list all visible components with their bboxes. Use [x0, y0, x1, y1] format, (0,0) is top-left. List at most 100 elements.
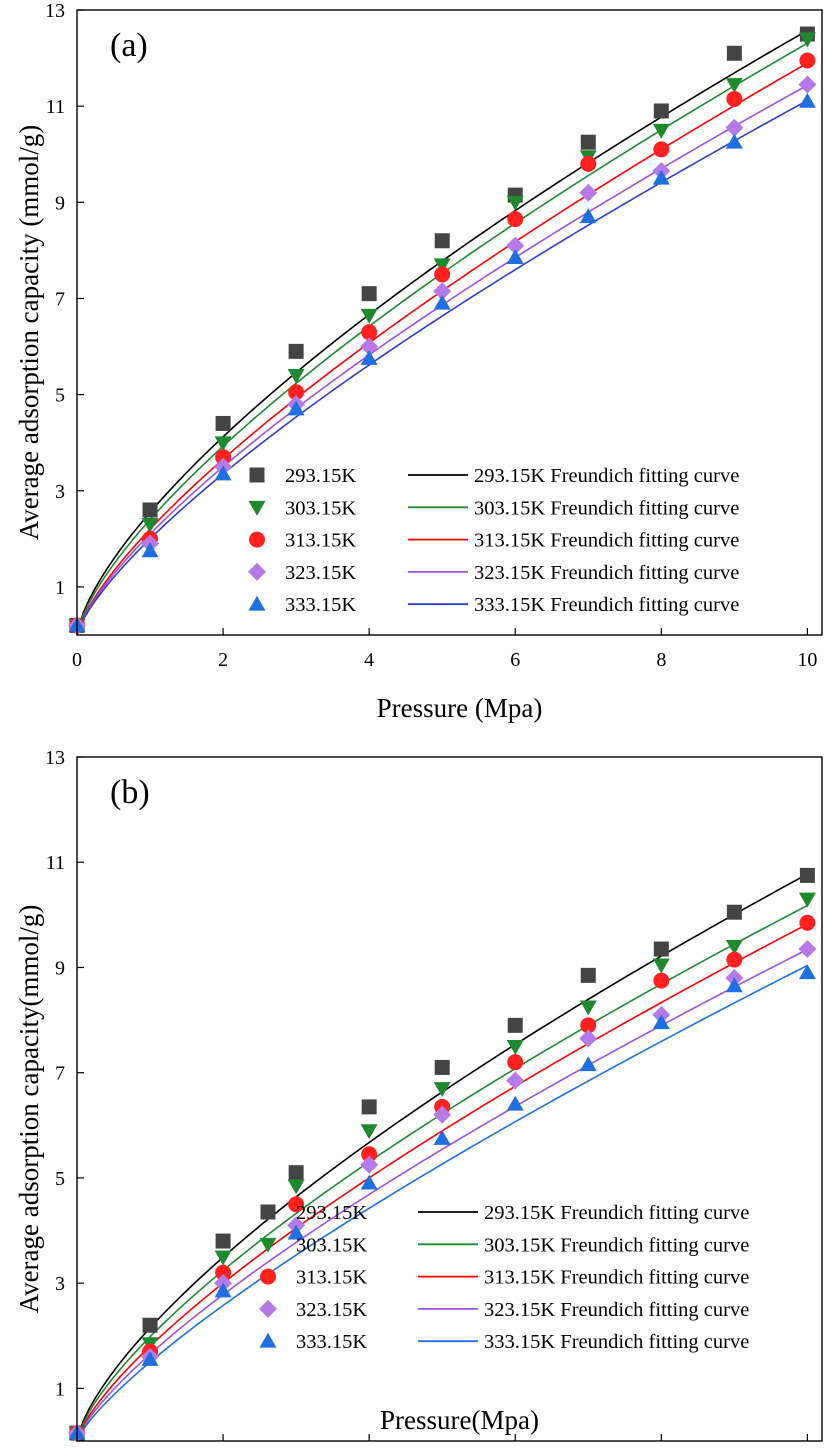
panel-b-fit-curve-0: [76, 873, 808, 1442]
panel-b-legend-marker-3: [259, 1299, 277, 1318]
panel-a-point-3-10: [798, 75, 817, 94]
panel-a-y-axis-title: Average adsorption capacity (mmol/g): [14, 125, 44, 541]
panel-a-x-tick-label: 6: [510, 649, 520, 671]
panel-a-point-2-5: [434, 266, 451, 283]
panel-b-point-1-7: [579, 1000, 597, 1016]
panel-b-y-axis-title: Average adsorption capacity(mmol/g): [14, 905, 44, 1314]
panel-b-point-2-4: [361, 1146, 378, 1163]
panel-b-point-3-5: [433, 1105, 452, 1124]
panel-b-fit-curve-3: [76, 948, 808, 1442]
panel-b-point-0-8: [653, 941, 669, 957]
panel-b-legend-label-3: 323.15K: [296, 1299, 367, 1321]
panel-b-y-tick-label: 3: [55, 1273, 65, 1295]
panel-a-x-axis-title: Pressure (Mpa): [377, 693, 543, 723]
panel-a-point-4-8: [652, 169, 670, 185]
panel-b-point-1-3: [287, 1179, 305, 1195]
panel-b-point-3-10: [798, 940, 817, 959]
panel-a-legend: 293.15K 293.15K Freundich fitting curve 30…: [248, 465, 739, 616]
panel-b-point-1-8: [652, 958, 670, 974]
panel-a-x-tick-label: 4: [364, 649, 374, 671]
panel-a-legend-fit-label-2: 313.15K Freundich fitting curve: [474, 530, 739, 552]
panel-a-point-2-8: [653, 141, 670, 158]
panel-a-legend-label-0: 293.15K: [285, 465, 356, 487]
panel-a-plot-frame: [76, 9, 823, 636]
panel-a-point-1-1: [141, 518, 159, 533]
panel-b-point-1-4: [360, 1124, 378, 1140]
panel-a-point-1-9: [725, 78, 743, 94]
panel-b-point-3-4: [360, 1155, 379, 1174]
panel-b-y-tick-label: 7: [55, 1063, 65, 1085]
panel-a-point-0-7: [580, 134, 596, 150]
panel-b-point-3-6: [506, 1071, 525, 1090]
panel-b-point-2-3: [288, 1196, 305, 1213]
panel-a-point-3-4: [360, 337, 379, 356]
panel-a-point-1-8: [652, 123, 670, 139]
panel-b-point-1-5: [433, 1082, 451, 1097]
panel-a-point-2-10: [799, 52, 816, 69]
panel-b-point-4-8: [652, 1014, 670, 1030]
panel-a-point-2-7: [580, 155, 597, 172]
panel-b-legend-label-0: 293.15K: [296, 1202, 367, 1224]
panel-b-point-0-2: [215, 1233, 231, 1249]
panel-b-legend-fit-label-2: 313.15K Freundich fitting curve: [484, 1267, 749, 1289]
panel-a-point-0-3: [288, 343, 304, 359]
panel-b-x-axis-title: Pressure(Mpa): [380, 1405, 539, 1435]
panel-b-point-0-4: [361, 1099, 377, 1115]
panel-b-point-4-4: [360, 1174, 378, 1190]
panel-b-point-4-5: [433, 1129, 451, 1145]
panel-b-point-4-10: [798, 964, 816, 980]
panel-b-point-0-5: [434, 1059, 450, 1075]
panel-a-point-0-5: [434, 233, 450, 249]
panel-b-point-0-1: [142, 1317, 158, 1333]
panel-a-y-tick-label: 1: [55, 577, 65, 599]
panel-a-legend-label-2: 313.15K: [285, 530, 356, 552]
panel-a-y-tick-label: 5: [55, 385, 65, 407]
panel-b-point-4-1: [141, 1350, 159, 1366]
panel-a-legend-marker-0: [249, 467, 265, 483]
panel-a-legend-marker-2: [249, 531, 265, 548]
panel-a-point-1-3: [287, 369, 305, 384]
panel-a-legend-marker-1: [248, 500, 266, 516]
panel-b-point-3-7: [579, 1029, 598, 1048]
panel-a-legend-marker-4: [248, 595, 266, 611]
panel-a-point-2-9: [726, 90, 743, 107]
panel-a-point-4-1: [141, 542, 159, 558]
panel-a-point-4-5: [433, 294, 451, 310]
panel-b-legend-marker-0: [260, 1204, 276, 1220]
panel-a-point-3-5: [433, 282, 452, 301]
panel-b-legend-marker-2: [260, 1268, 276, 1285]
panel-a-x-tick-label: 10: [797, 649, 817, 671]
panel-a-point-4-10: [798, 92, 816, 108]
panel-b-point-0-10: [799, 867, 815, 883]
panel-a-point-0-9: [726, 45, 742, 61]
panel-b-legend: 293.15K 293.15K Freundich fitting curve 30…: [259, 1202, 749, 1353]
panel-b-legend-marker-1: [259, 1237, 277, 1253]
panel-a-point-1-6: [506, 195, 524, 211]
panel-a-legend-fit-label-4: 333.15K Freundich fitting curve: [474, 594, 739, 616]
panel-a-point-0-4: [361, 286, 377, 302]
panel-b-legend-label-4: 333.15K: [296, 1331, 367, 1353]
panel-b-fit-curve-1: [76, 904, 808, 1442]
panel-a-point-1-5: [433, 258, 451, 274]
panel-a-legend-marker-3: [248, 562, 266, 581]
panel-a-y-tick-label: 7: [55, 288, 65, 310]
panel-b-y-tick-label: 9: [55, 957, 65, 979]
panel-b-fit-curve-2: [76, 923, 808, 1442]
panel-b-point-2-2: [215, 1264, 232, 1281]
panel-b-point-4-2: [214, 1282, 232, 1298]
panel-b-point-2-10: [799, 914, 816, 931]
panel-b-legend-label-1: 303.15K: [296, 1234, 367, 1256]
panel-b-point-0-6: [507, 1017, 523, 1033]
panel-b-point-4-6: [506, 1095, 524, 1111]
panel-a-legend-fit-label-1: 303.15K Freundich fitting curve: [474, 497, 739, 519]
panel-a-point-4-4: [360, 350, 378, 365]
panel-a-fit-curve-3: [76, 84, 808, 636]
panel-a-point-2-2: [215, 449, 232, 466]
panel-b-point-2-6: [507, 1054, 524, 1071]
panel-b-plot-frame: [76, 756, 823, 1442]
panel-b-point-4-9: [725, 977, 743, 993]
panel-b-fit-curve-4: [76, 964, 808, 1442]
panel-a-point-4-9: [725, 133, 743, 149]
